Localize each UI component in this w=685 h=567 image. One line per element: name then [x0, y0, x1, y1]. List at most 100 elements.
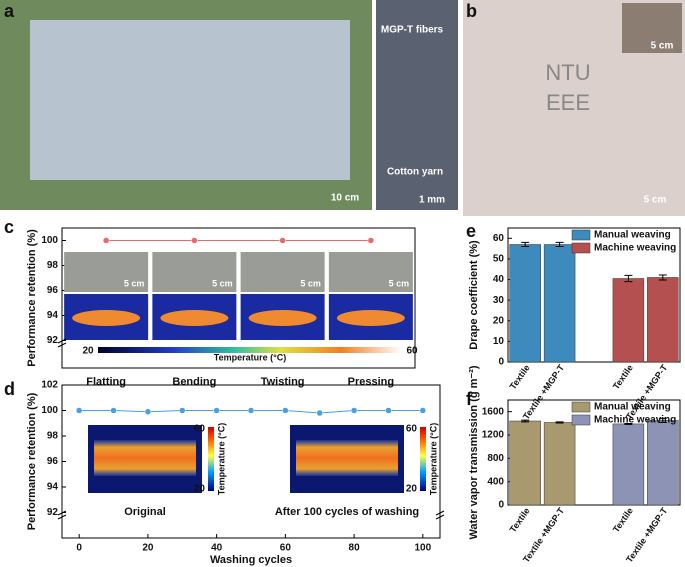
- thermal-hot: [94, 440, 196, 476]
- photo-b-inset: [622, 3, 682, 53]
- y-tick-label: 98: [47, 431, 59, 442]
- inset-label: After 100 cycles of washing: [275, 506, 419, 518]
- bar: [543, 244, 576, 363]
- y-tick-label: 100: [41, 235, 58, 246]
- colorbar: [420, 427, 426, 491]
- error-bar: [521, 419, 530, 423]
- photo: [64, 252, 149, 292]
- photo: [240, 252, 325, 292]
- x-tick-label: 40: [211, 543, 223, 554]
- y-tick-label: 10: [493, 336, 505, 347]
- colorbar-tick-label: 20: [82, 346, 94, 357]
- panel-label: b: [466, 1, 477, 21]
- x-tick-label: 0: [76, 543, 82, 554]
- thermal-hot: [296, 440, 398, 476]
- y-tick-label: 102: [41, 380, 58, 391]
- colorbar-tick-label: 60: [406, 346, 418, 357]
- bar: [647, 277, 679, 363]
- scale-label: 10 cm: [331, 193, 359, 204]
- y-tick-label: 96: [47, 285, 59, 296]
- inset-label: Original: [124, 506, 166, 518]
- panel-label: a: [4, 1, 15, 21]
- error-bar: [658, 417, 667, 423]
- legend-label: Manual weaving: [594, 230, 671, 241]
- y-axis-title: Performance retention (%): [26, 392, 38, 530]
- y-tick-label: 30: [493, 295, 505, 306]
- y-tick-label: 96: [47, 456, 59, 467]
- point: [191, 237, 198, 244]
- fabric: [30, 20, 350, 180]
- y-tick-label: 94: [47, 482, 59, 493]
- axis-break: [57, 338, 67, 348]
- x-tick-label: Textile: [508, 506, 532, 535]
- bar: [543, 422, 576, 506]
- point: [75, 407, 83, 414]
- photo: [328, 252, 413, 292]
- y-tick-label: 0: [498, 357, 504, 368]
- x-axis-title: Washing cycles: [210, 554, 292, 566]
- thermal-hot: [336, 310, 405, 326]
- point: [247, 407, 255, 414]
- x-tick-label: 20: [142, 543, 154, 554]
- photo-zoom: [376, 0, 458, 210]
- y-tick-label: 60: [493, 233, 505, 244]
- bar: [509, 244, 541, 363]
- x-tick-label: 80: [349, 543, 361, 554]
- photo: [152, 252, 237, 292]
- point: [110, 407, 117, 414]
- x-tick-label: Twisting: [261, 376, 305, 388]
- point: [385, 407, 392, 414]
- point: [316, 409, 323, 417]
- error-bar: [555, 421, 564, 424]
- annotation: MGP-T fibers: [381, 25, 444, 36]
- x-tick-label: Flatting: [86, 376, 126, 388]
- x-tick-label: Textile: [508, 363, 532, 392]
- y-tick-label: 20: [493, 315, 505, 326]
- colorbar-tick-label: 20: [194, 484, 206, 495]
- legend-label: Machine weaving: [594, 415, 676, 426]
- photos: 10 cm MGP-T fibers Cotton yarn 1 mm NTU …: [0, 0, 685, 216]
- panel-label: c: [4, 217, 14, 237]
- colorbar-title: Temperature (°C): [214, 352, 286, 362]
- point: [179, 407, 186, 414]
- error-bar: [555, 241, 564, 248]
- scale-label: 5 cm: [651, 41, 674, 52]
- y-tick-label: 40: [493, 274, 505, 285]
- x-tick-label: 60: [280, 543, 292, 554]
- y-tick-label: 92: [47, 507, 59, 518]
- point: [213, 407, 220, 414]
- plot-frame: [507, 227, 681, 363]
- error-bar: [624, 274, 633, 283]
- point: [367, 237, 375, 244]
- x-tick-label: Bending: [172, 376, 216, 388]
- y-tick-label: 0: [498, 500, 504, 511]
- colorbar: [98, 347, 402, 353]
- thermal-hot: [160, 310, 229, 326]
- axis-break: [435, 510, 445, 520]
- scale-label: 5 cm: [300, 278, 321, 288]
- x-tick-label: Textile: [611, 363, 635, 392]
- error-bar: [624, 422, 633, 425]
- bar: [509, 420, 541, 506]
- stitched-text: EEE: [546, 90, 590, 115]
- bar: [612, 278, 645, 363]
- point: [282, 407, 289, 414]
- point: [419, 407, 427, 414]
- colorbar-tick-label: 20: [406, 484, 418, 495]
- legend-label: Manual weaving: [594, 402, 671, 413]
- annotation: Cotton yarn: [387, 167, 443, 178]
- plot-frame: [507, 399, 681, 506]
- y-axis-title: Drape coefficient (%): [468, 240, 480, 350]
- y-tick-label: 94: [47, 310, 59, 321]
- colorbar-tick-label: 60: [194, 424, 206, 435]
- y-tick-label: 92: [47, 335, 59, 346]
- error-bar: [521, 241, 530, 248]
- y-tick-label: 1200: [482, 430, 505, 441]
- x-tick-label: 100: [414, 543, 431, 554]
- y-axis-title: Performance retention (%): [26, 229, 38, 367]
- legend-label: Machine weaving: [594, 243, 676, 254]
- y-tick-label: 98: [47, 260, 59, 271]
- bar: [612, 423, 645, 506]
- scale-label: 1 mm: [419, 195, 445, 206]
